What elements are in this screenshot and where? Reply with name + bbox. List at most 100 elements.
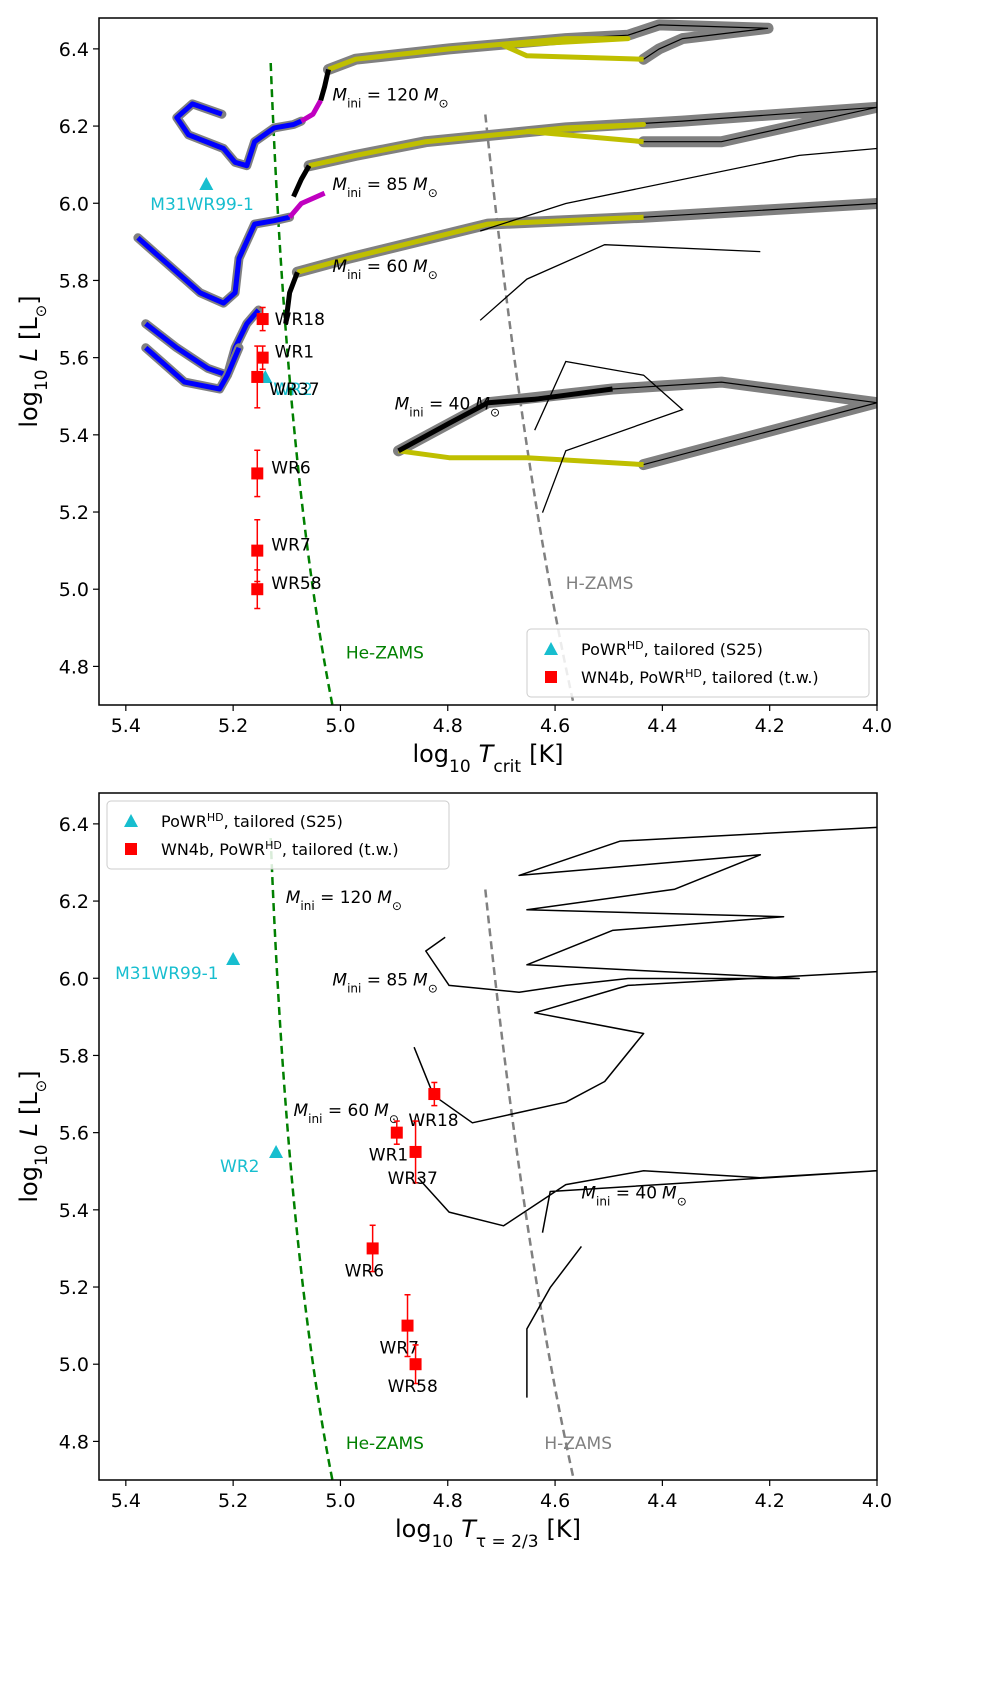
he-zams-label: He-ZAMS [346, 1434, 424, 1454]
equals-sign: = [315, 888, 340, 908]
x-tick-label: 5.2 [218, 1490, 248, 1512]
track-black-phase [291, 164, 312, 198]
sun-symbol: ⊙ [428, 186, 438, 200]
mass-value: 120 [386, 85, 418, 105]
track-halo-blue [172, 99, 306, 171]
sun-symbol: ⊙ [428, 981, 438, 995]
legend-text: WN4b, PoWR [161, 840, 265, 859]
y-axis-label: log10 L [L⊙] [15, 1070, 52, 1202]
mass-subscript: ini [347, 981, 361, 995]
legend-text: , tailored (t.w.) [282, 840, 399, 859]
mass-subscript: ini [347, 96, 361, 110]
track-line [425, 826, 877, 993]
log-text: log [15, 1166, 43, 1203]
var-symbol: T [461, 1515, 478, 1543]
track-black-phase [283, 271, 300, 325]
track-thin-line [479, 244, 761, 321]
y-tick-label: 6.0 [59, 968, 89, 990]
wn4b-point-label: WR37 [269, 380, 319, 400]
mass-value: 85 [386, 970, 408, 990]
plot-area [269, 826, 877, 1480]
equals-sign: = [361, 257, 386, 277]
sun-symbol: ⊙ [392, 899, 402, 913]
mass-symbol: M [286, 888, 301, 908]
mass-value: 40 [449, 395, 471, 415]
legend-text: PoWR [161, 812, 207, 831]
track-black-phase [318, 68, 331, 102]
mass-symbol: M [332, 175, 347, 195]
y-tick-label: 5.4 [59, 425, 89, 447]
y-tick-label: 5.8 [59, 270, 89, 292]
equals-sign: = [610, 1183, 635, 1203]
x-tick-label: 4.6 [540, 715, 570, 737]
wn4b-point-label: WR1 [275, 343, 314, 363]
legend-text: , tailored (S25) [644, 640, 763, 659]
sun-symbol: ⊙ [677, 1194, 687, 1208]
mass-subscript: ini [300, 899, 314, 913]
he-zams-line [269, 837, 334, 1480]
y-tick-label: 4.8 [59, 1431, 89, 1453]
unit-text: [K] [547, 1515, 581, 1543]
y-tick-label: 5.2 [59, 1277, 89, 1299]
mass-symbol: M [395, 395, 410, 415]
legend-superscript: HD [207, 811, 224, 824]
unit-open: [L [15, 1092, 43, 1115]
mass-unit: M [662, 1183, 677, 1203]
wn4b-point [251, 467, 264, 480]
wn4b-point-label: WR6 [271, 458, 310, 478]
x-tick-label: 5.0 [325, 715, 355, 737]
h-zams-label: H-ZAMS [544, 1434, 612, 1454]
equals-sign: = [322, 1101, 347, 1121]
y-tick-label: 5.4 [59, 1200, 89, 1222]
log-text: log [412, 740, 449, 768]
s25-point [199, 176, 214, 190]
mass-unit: M [413, 175, 428, 195]
track-olive-phase [327, 36, 644, 72]
track-magenta-phase [300, 99, 323, 124]
log-text: log [15, 391, 43, 428]
track-mass-label: Mini = 120 M⊙ [286, 888, 402, 913]
x-tick-label: 4.0 [862, 715, 892, 737]
y-tick-label: 5.6 [59, 348, 89, 370]
x-tick-label: 4.4 [647, 715, 677, 737]
track-magenta-phase [287, 190, 326, 219]
wn4b-point [256, 351, 269, 364]
track-blue-phase [144, 345, 242, 392]
wn4b-point [409, 1145, 422, 1158]
legend-box [526, 628, 870, 698]
axes-frame [98, 792, 878, 1481]
unit-close: ] [15, 1070, 43, 1079]
track-mass-label: Mini = 40 M⊙ [395, 395, 500, 420]
log-base: 10 [32, 369, 52, 391]
track-black-phase [397, 386, 613, 453]
y-tick-label: 5.8 [59, 1045, 89, 1067]
x-tick-label: 5.2 [218, 715, 248, 737]
var-subscript: crit [493, 757, 521, 777]
mass-unit: M [424, 85, 439, 105]
mass-unit: M [475, 395, 490, 415]
wn4b-point [401, 1319, 414, 1332]
var-symbol: T [479, 740, 496, 768]
x-tick-label: 4.0 [862, 1490, 892, 1512]
mass-unit: M [413, 257, 428, 277]
legend-square-marker [125, 843, 137, 855]
plot-area [133, 19, 877, 705]
wn4b-point [256, 313, 269, 326]
h-zams-label: H-ZAMS [566, 574, 634, 594]
legend-label: WN4b, PoWRHD, tailored (t.w.) [161, 839, 399, 860]
h-zams-line [484, 889, 576, 1480]
y-tick-label: 5.0 [59, 579, 89, 601]
log-base: 10 [32, 1144, 52, 1166]
x-tick-label: 4.6 [540, 1490, 570, 1512]
unit-text: [K] [529, 740, 563, 768]
wn4b-point-label: WR6 [345, 1261, 384, 1281]
wn4b-point-label: WR58 [388, 1377, 438, 1397]
s25-point-label: M31WR99-1 [115, 964, 219, 984]
track-mass-label: Mini = 85 M⊙ [332, 175, 437, 200]
y-tick-label: 6.4 [59, 39, 89, 61]
x-tick-label: 5.4 [111, 715, 141, 737]
mass-value: 60 [348, 1101, 370, 1121]
mass-value: 40 [635, 1183, 657, 1203]
y-tick-label: 5.6 [59, 1123, 89, 1145]
